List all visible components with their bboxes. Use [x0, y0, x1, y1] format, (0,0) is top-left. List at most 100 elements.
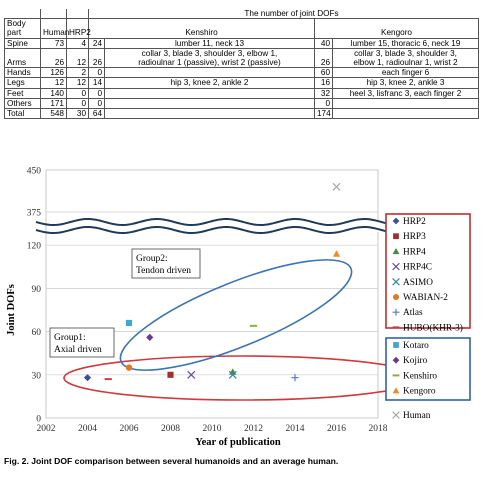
cell-kengoro-count: 16	[314, 77, 333, 89]
group1-annotation: Group1: Axial driven	[49, 327, 115, 358]
table-header-row: Body part Human HRP2 Kenshiro Kengoro	[4, 18, 479, 39]
legend-marker	[392, 356, 400, 364]
legend-marker	[392, 374, 400, 377]
legend-label: WABIAN-2	[403, 293, 448, 303]
detail-line: hip 3, knee 2, ankle 2	[170, 78, 249, 88]
cell-hrp2: 30	[66, 107, 89, 120]
data-point-hrp3	[167, 371, 174, 378]
legend-marker	[392, 277, 400, 286]
table-row: Others 171 0 0 0	[4, 97, 479, 109]
x-tick-label: 2006	[120, 424, 139, 434]
legend-marker	[393, 342, 399, 348]
data-point-hrp2	[83, 374, 92, 382]
data-point-kojiro-shape	[146, 333, 154, 341]
data-point-kengoro-shape	[332, 250, 341, 257]
legend-marker-stroke	[392, 262, 400, 271]
header-kenshiro: Kenshiro	[88, 18, 315, 39]
x-tick-label: 2016	[327, 424, 346, 434]
group2-annotation: Group2: Tendon driven	[131, 248, 201, 279]
y-tick-label: 120	[27, 242, 42, 252]
legend-marker-shape	[393, 342, 399, 348]
cell-kenshiro-count: 24	[88, 37, 105, 49]
x-tick-label: 2004	[78, 424, 97, 434]
axis-break-fill	[36, 219, 390, 233]
axis-break-line	[35, 217, 391, 226]
cell-body-part: Arms	[4, 47, 41, 69]
cell-kengoro-detail: each finger 6	[332, 67, 479, 79]
cell-kenshiro-detail: collar 3, blade 3, shoulder 3, elbow 1, r…	[104, 47, 315, 69]
detail-line: radioulnar 1 (passive), wrist 2 (passive…	[138, 57, 281, 67]
legend-marker	[392, 387, 400, 394]
legend-label: HRP3	[403, 232, 426, 242]
table-title: The number of joint DOFs	[104, 9, 479, 20]
data-point-hubo-khr-3--shape	[104, 378, 112, 381]
cell-kengoro-count: 40	[314, 37, 333, 49]
x-tick-label: 2010	[203, 424, 222, 434]
legend-label: Kojiro	[403, 356, 428, 366]
cell-human: 126	[40, 67, 67, 79]
cell-kengoro-count: 32	[314, 87, 333, 99]
cell-human: 171	[40, 97, 67, 109]
cell-kengoro-detail: collar 3, blade 3, shoulder 3, elbow 1, r…	[332, 47, 479, 69]
group2-label: Group2:	[136, 254, 168, 264]
data-point-hubo-khr-3-	[104, 378, 112, 381]
legend-label: HRP4	[403, 247, 426, 257]
group1-label: Group1:	[54, 333, 86, 343]
legend-marker-shape	[392, 217, 400, 225]
detail-line: hip 3, knee 2, ankle 3	[366, 78, 445, 88]
detail-line: each finger 6	[381, 68, 430, 78]
cell-kenshiro-detail	[104, 97, 315, 109]
legend-marker	[392, 326, 400, 329]
y-tick-label: 0	[36, 415, 41, 425]
x-tick-label: 2018	[369, 424, 388, 434]
legend-marker-stroke	[392, 277, 400, 286]
header-human: Human	[40, 18, 69, 39]
axis-break-line	[35, 225, 391, 234]
cell-kenshiro-count: 14	[88, 77, 105, 89]
data-point-hrp2-shape	[83, 374, 92, 382]
cell-human: 12	[40, 77, 67, 89]
cell-body-part: Total	[4, 107, 41, 120]
x-tick-label: 2012	[244, 424, 263, 434]
cell-kengoro-count: 26	[314, 47, 333, 69]
cell-kenshiro-detail: lumber 11, neck 13	[104, 37, 315, 49]
data-point-kenshiro	[249, 324, 258, 327]
cell-human: 140	[40, 87, 67, 99]
group2-ellipse	[119, 259, 353, 371]
cell-kenshiro-detail: hip 3, knee 2, ankle 2	[104, 77, 315, 89]
legend-marker-shape	[392, 387, 400, 394]
dof-chart: 0 30 60 90 120 375 450 2002 2004 2006 2008 2010 2012…	[6, 167, 471, 448]
legend-marker	[393, 233, 399, 240]
cell-body-part: Hands	[4, 67, 41, 79]
legend-marker-stroke	[392, 411, 400, 419]
cell-hrp2: 12	[66, 77, 89, 89]
group1-label: Axial driven	[54, 345, 102, 355]
legend-marker	[392, 308, 400, 316]
legend-label: HRP4C	[403, 263, 432, 273]
x-tick-label: 2014	[286, 424, 305, 434]
detail-line: collar 3, blade 3, shoulder 3,	[354, 48, 457, 58]
legend-marker-shape	[392, 293, 400, 301]
cell-kengoro-detail	[332, 97, 479, 109]
cell-hrp2: 0	[66, 87, 89, 99]
data-point-hrp4c-stroke	[187, 370, 196, 379]
data-point-hrp4c	[187, 370, 196, 379]
y-tick-label: 450	[27, 167, 42, 177]
data-point-wabian-2	[125, 364, 133, 371]
detail-line: heel 3, lisfranc 3, each finger 2	[349, 88, 462, 98]
data-point-kojiro	[146, 333, 154, 341]
legend-label: Atlas	[403, 308, 423, 318]
legend-label: Kenshiro	[403, 371, 437, 381]
data-point-wabian-2-shape	[125, 364, 133, 371]
legend-marker	[392, 262, 400, 271]
cell-body-part: Others	[4, 97, 41, 109]
table-row: Total 548 30 64 174	[4, 107, 479, 120]
header-kengoro: Kengoro	[314, 18, 479, 39]
cell-kengoro-count: 60	[314, 67, 333, 79]
group2-box	[131, 248, 201, 279]
cell-hrp2: 0	[66, 97, 89, 109]
x-axis-label: Year of publication	[195, 437, 281, 448]
header-body-part: Body part	[4, 18, 41, 39]
y-tick-label: 375	[27, 209, 42, 219]
